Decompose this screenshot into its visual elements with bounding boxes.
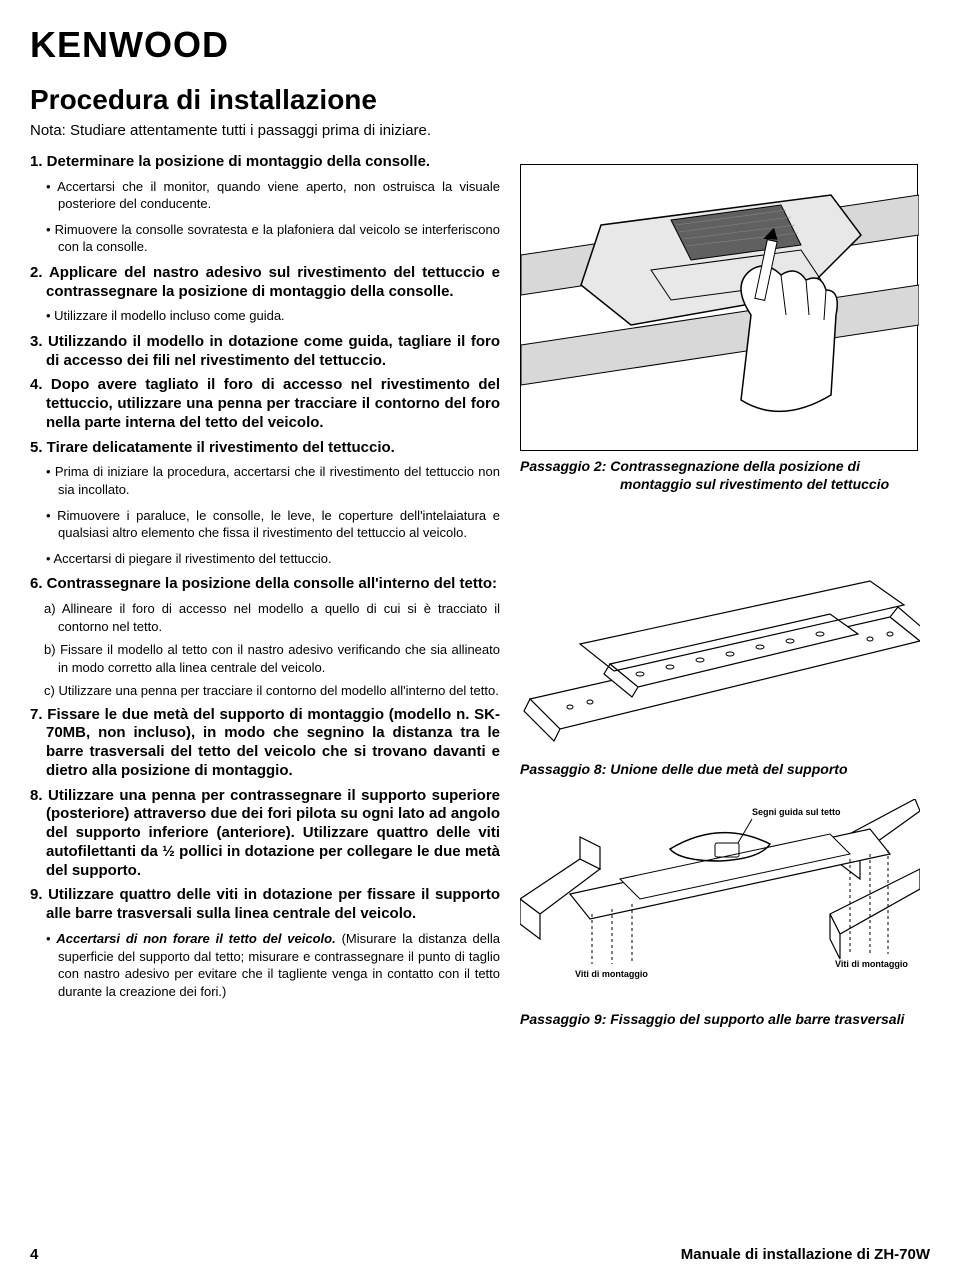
fig9-label-viti-left: Viti di montaggio [575, 969, 648, 979]
step-9-warning: Accertarsi di non forare il tetto del ve… [56, 931, 335, 946]
brand-logo: KENWOOD [30, 24, 930, 66]
fig9-label-viti-right: Viti di montaggio [835, 959, 908, 969]
step-1: 1. Determinare la posizione di montaggio… [30, 153, 500, 172]
step-1-bullet-2: Rimuovere la consolle sovratesta e la pl… [58, 221, 500, 256]
step-9: 9. Utilizzare quattro delle viti in dota… [30, 886, 500, 924]
step-6b: b) Fissare il modello al tetto con il na… [58, 641, 500, 676]
step-2: 2. Applicare del nastro adesivo sul rive… [30, 264, 500, 302]
figure-8-svg [520, 579, 920, 749]
figure-step-8 [520, 579, 920, 754]
caption-step-8: Passaggio 8: Unione delle due metà del s… [520, 760, 920, 778]
page-footer: 4 Manuale di installazione di ZH-70W [30, 1246, 930, 1263]
step-3: 3. Utilizzando il modello in dotazione c… [30, 333, 500, 371]
figure-step-9: Segni guida sul tetto Viti di montaggio … [520, 799, 920, 1004]
step-2-bullet-1: Utilizzare il modello incluso come guida… [58, 307, 500, 325]
caption-step-9: Passaggio 9: Fissaggio del supporto alle… [520, 1010, 920, 1028]
step-6: 6. Contrassegnare la posizione della con… [30, 575, 500, 594]
step-8: 8. Utilizzare una penna per contrassegna… [30, 787, 500, 881]
note-line: Nota: Studiare attentamente tutti i pass… [30, 122, 500, 139]
right-column: Passaggio 2: Contrassegnazione della pos… [520, 84, 920, 1044]
step-9-bullet-1: Accertarsi di non forare il tetto del ve… [58, 930, 500, 1000]
step-6c: c) Utilizzare una penna per tracciare il… [58, 682, 500, 700]
doc-title-footer: Manuale di installazione di ZH-70W [681, 1246, 930, 1263]
step-4: 4. Dopo avere tagliato il foro di access… [30, 376, 500, 432]
step-5: 5. Tirare delicatamente il rivestimento … [30, 439, 500, 458]
page-title: Procedura di installazione [30, 84, 500, 116]
step-1-bullet-1: Accertarsi che il monitor, quando viene … [58, 178, 500, 213]
step-7: 7. Fissare le due metà del supporto di m… [30, 706, 500, 781]
figure-step-2 [520, 164, 918, 451]
page-number: 4 [30, 1246, 38, 1263]
step-5-bullet-3: Accertarsi di piegare il rivestimento de… [58, 550, 500, 568]
fig9-label-segni: Segni guida sul tetto [752, 807, 841, 817]
left-column: Procedura di installazione Nota: Studiar… [30, 84, 500, 1044]
figure-9-svg: Segni guida sul tetto Viti di montaggio … [520, 799, 920, 999]
two-column-layout: Procedura di installazione Nota: Studiar… [30, 84, 930, 1044]
step-6a: a) Allineare il foro di accesso nel mode… [58, 600, 500, 635]
step-5-bullet-2: Rimuovere i paraluce, le consolle, le le… [58, 507, 500, 542]
step-5-bullet-1: Prima di iniziare la procedura, accertar… [58, 463, 500, 498]
figure-2-svg [521, 165, 919, 445]
caption-step-2: Passaggio 2: Contrassegnazione della pos… [520, 457, 920, 493]
